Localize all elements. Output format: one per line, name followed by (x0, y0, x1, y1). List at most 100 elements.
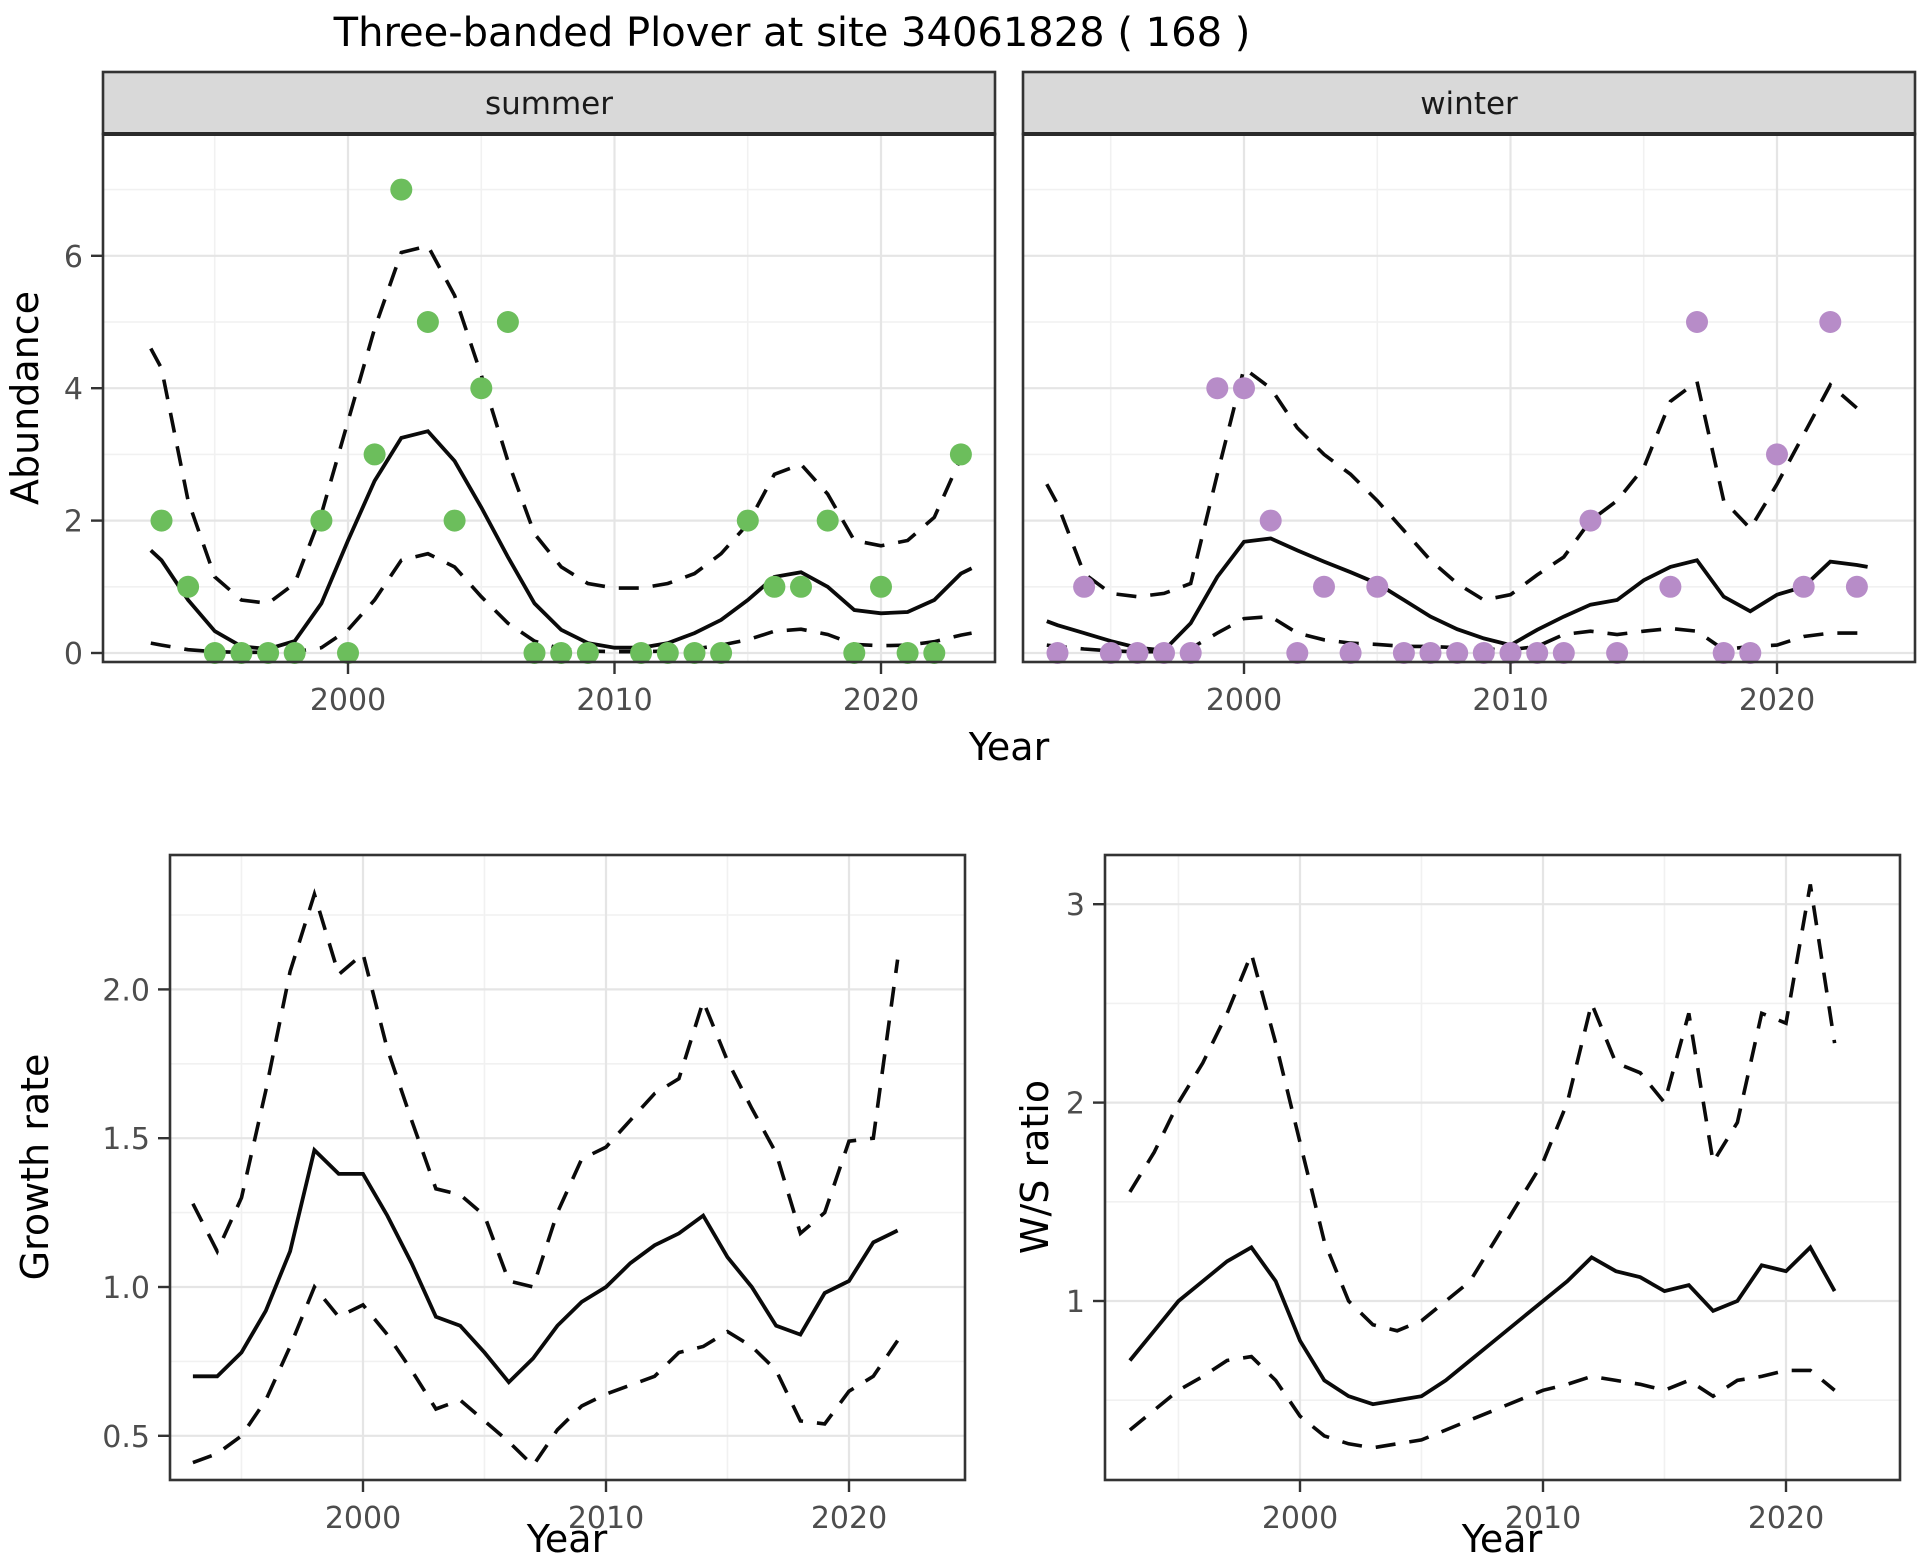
data-point (1099, 642, 1122, 664)
data-point (1073, 575, 1096, 598)
y-tick-label: 0.5 (102, 1420, 150, 1455)
data-point (1366, 575, 1389, 598)
mean-line (149, 429, 973, 651)
data-point (683, 642, 706, 664)
plot-title: Three-banded Plover at site 34061828 ( 1… (333, 10, 1251, 56)
y-tick-label: 4 (64, 372, 83, 407)
x-tick-label: 2020 (1739, 683, 1815, 718)
data-point (390, 178, 413, 201)
data-point (1766, 443, 1788, 466)
data-point (310, 509, 333, 532)
data-point (177, 575, 200, 598)
panel-border (1103, 853, 1902, 1482)
x-axis-title-growth-rate: Year (526, 1517, 608, 1560)
data-point (1845, 575, 1868, 598)
x-tick-label: 2010 (1505, 1501, 1581, 1536)
data-point (230, 642, 253, 664)
data-point (1579, 509, 1602, 532)
data-point (1552, 642, 1575, 664)
y-tick-label: 3 (1066, 888, 1085, 923)
mean-line (1128, 1244, 1837, 1407)
panel-background (103, 134, 995, 662)
data-point (763, 575, 786, 598)
data-point (870, 575, 892, 598)
ci-upper-line (191, 888, 900, 1290)
data-point (443, 509, 466, 532)
ci-lower-line (1128, 1354, 1836, 1450)
x-tick-label: 2000 (1206, 683, 1282, 718)
panel-border (168, 853, 967, 1482)
panels-layer: 2000 2010 2020 0 2 4 6 2000 2010 2020 2000 2010 2020… (64, 70, 1917, 1536)
data-point (257, 642, 280, 664)
x-tick-label: 2000 (325, 1501, 401, 1536)
y-tick-label: 6 (64, 240, 83, 275)
data-point (1606, 642, 1629, 664)
x-tick-label: 2000 (1262, 1501, 1338, 1536)
data-point (1259, 509, 1282, 532)
data-point (1792, 575, 1815, 598)
y-axis-title-growth-rate: Growth rate (13, 1054, 57, 1281)
data-point (1179, 642, 1202, 664)
ci-upper-line (1128, 884, 1837, 1333)
data-point (1313, 575, 1335, 598)
data-point (1686, 311, 1708, 333)
y-tick-label: 1 (1066, 1285, 1085, 1320)
data-point (1153, 642, 1175, 664)
facet-label-winter: winter (1420, 86, 1518, 122)
y-tick-label: 0 (64, 637, 83, 672)
data-point (1446, 642, 1469, 664)
data-point (1419, 642, 1442, 664)
y-tick-label: 1.5 (102, 1122, 150, 1157)
data-point (736, 509, 759, 532)
mean-line (192, 1146, 899, 1386)
data-point (283, 642, 306, 664)
y-tick-label: 2 (1066, 1087, 1085, 1122)
data-point (1206, 377, 1229, 400)
data-point (523, 642, 546, 664)
summer-abundance-panel: 2000 2010 2020 0 2 4 6 (64, 70, 997, 718)
data-point (896, 642, 919, 664)
data-point (1659, 575, 1682, 598)
data-point (1739, 642, 1762, 664)
ws-ratio-panel: 2000 2010 2020 1 2 3 (1066, 853, 1902, 1536)
data-point (1286, 642, 1309, 664)
data-point (550, 642, 573, 664)
panel-background (1023, 134, 1915, 662)
facet-strip (1021, 70, 1917, 136)
panel-background (170, 855, 965, 1480)
data-point (949, 443, 972, 466)
data-point (363, 443, 386, 466)
winter-abundance-panel: 2000 2010 2020 (1021, 70, 1917, 718)
growth-rate-panel: 2000 2010 2020 0.5 1.0 1.5 2.0 (102, 853, 967, 1536)
panel-background (1105, 855, 1900, 1480)
data-point (337, 642, 359, 664)
mean-line (1046, 536, 1868, 653)
y-tick-label: 1.0 (102, 1271, 150, 1306)
data-point (630, 642, 653, 664)
data-point (1819, 311, 1842, 333)
data-point (470, 377, 493, 400)
data-point (816, 509, 839, 532)
data-point (843, 642, 866, 664)
x-tick-label: 2010 (1472, 683, 1548, 718)
x-tick-label: 2020 (811, 1501, 887, 1536)
data-point (1526, 642, 1549, 664)
ci-lower-line (192, 1283, 900, 1469)
data-point (203, 642, 226, 664)
data-point (656, 642, 679, 664)
x-axis-title-ws-ratio: Year (1461, 1517, 1543, 1560)
data-point (923, 642, 946, 664)
x-tick-label: 2000 (310, 683, 386, 718)
data-point (1233, 377, 1255, 400)
data-point (496, 311, 519, 333)
data-point (710, 642, 733, 664)
data-point (416, 311, 439, 333)
data-point (150, 509, 173, 532)
data-point (1472, 642, 1495, 664)
data-point (1392, 642, 1415, 664)
x-tick-label: 2010 (568, 1501, 644, 1536)
x-axis-title-top: Year (968, 725, 1050, 769)
data-point (1339, 642, 1362, 664)
